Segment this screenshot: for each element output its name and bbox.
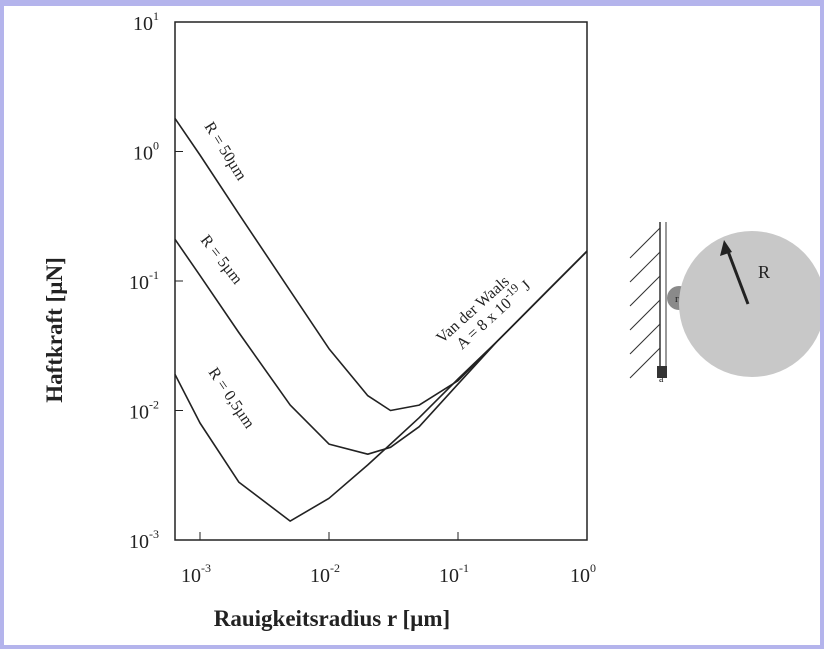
y-tick-label-exponent: -3: [149, 527, 159, 541]
x-axis-title: Rauigkeitsradius r [µm]: [214, 606, 450, 631]
arrow-head: [720, 240, 732, 256]
chart: Haftkraft [µN] Rauigkeitsradius r [µm] R…: [42, 9, 820, 631]
annotation-text: R = 50µm: [201, 119, 250, 184]
x-tick-label: 10-3: [181, 561, 211, 587]
wall-hatching: [629, 227, 661, 379]
x-tick-label-base: 10: [181, 565, 201, 587]
x-tick-label-base: 10: [439, 565, 459, 587]
y-tick-label: 10-1: [129, 268, 159, 294]
annotation-text: R = 0,5µm: [205, 365, 258, 432]
large-sphere: [679, 231, 820, 377]
annotation: R = 0,5µm: [205, 365, 258, 432]
y-tick-label: 10-2: [129, 398, 159, 424]
y-tick-label-base: 10: [133, 143, 153, 165]
annotation-text: R = 5µm: [197, 232, 246, 288]
small-radius-label: r: [675, 293, 679, 305]
radius-arrow: [724, 245, 750, 305]
y-tick-label: 101: [133, 9, 159, 35]
radius-label: R: [758, 262, 770, 282]
annotation: R = 50µm: [201, 119, 250, 184]
y-tick-label-exponent: 0: [153, 139, 159, 153]
x-tick-label-exponent: 0: [590, 561, 596, 575]
gap-label: a: [659, 374, 664, 385]
x-tick-label-exponent: -3: [201, 561, 211, 575]
y-tick-label: 10-3: [129, 527, 159, 553]
y-tick-label-exponent: -2: [149, 398, 159, 412]
x-tick-label-base: 10: [310, 565, 330, 587]
x-tick-label-base: 10: [570, 565, 590, 587]
x-tick-label-exponent: -2: [330, 561, 340, 575]
y-tick-label-base: 10: [129, 272, 149, 294]
y-tick-label-base: 10: [129, 402, 149, 424]
y-axis-title: Haftkraft [µN]: [42, 257, 67, 402]
annotation-suffix: J: [516, 277, 535, 296]
y-tick-label-base: 10: [129, 531, 149, 553]
y-tick-label: 100: [133, 139, 159, 165]
gap-marker: [657, 366, 667, 378]
side-diagram: R r a: [629, 222, 820, 385]
x-tick-label-exponent: -1: [459, 561, 469, 575]
y-tick-label-exponent: 1: [153, 9, 159, 23]
y-tick-label-base: 10: [133, 13, 153, 35]
annotation: R = 5µm: [197, 232, 246, 288]
series-line: [174, 250, 588, 522]
x-tick-label: 10-2: [310, 561, 340, 587]
x-tick-label: 100: [570, 561, 596, 587]
x-tick-label: 10-1: [439, 561, 469, 587]
y-tick-label-exponent: -1: [149, 268, 159, 282]
